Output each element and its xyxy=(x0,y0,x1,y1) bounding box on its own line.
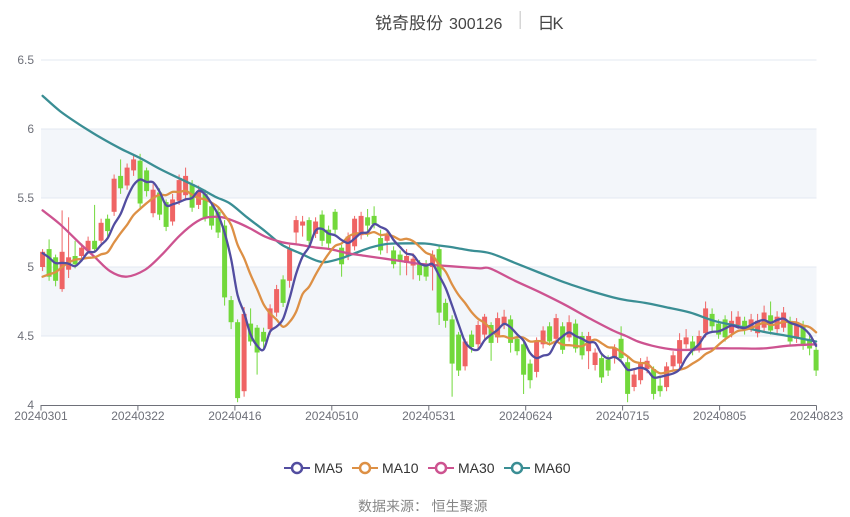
svg-text:5.5: 5.5 xyxy=(17,191,34,205)
svg-text:4.5: 4.5 xyxy=(17,329,34,343)
svg-text:20240510: 20240510 xyxy=(305,409,359,423)
svg-text:6.5: 6.5 xyxy=(17,53,34,67)
svg-text:4: 4 xyxy=(27,398,34,412)
svg-text:MA60: MA60 xyxy=(534,460,571,476)
svg-text:20240531: 20240531 xyxy=(402,409,456,423)
svg-text:20240322: 20240322 xyxy=(111,409,165,423)
svg-text:20240823: 20240823 xyxy=(790,409,844,423)
svg-text:20240301: 20240301 xyxy=(14,409,68,423)
svg-text:K: K xyxy=(553,15,564,33)
svg-text:20240805: 20240805 xyxy=(693,409,747,423)
svg-text:MA5: MA5 xyxy=(314,460,343,476)
svg-text:MA30: MA30 xyxy=(458,460,495,476)
svg-text:5: 5 xyxy=(27,260,34,274)
svg-text:20240715: 20240715 xyxy=(596,409,650,423)
svg-text:20240416: 20240416 xyxy=(208,409,262,423)
svg-text:6: 6 xyxy=(27,122,34,136)
svg-text:MA10: MA10 xyxy=(382,460,419,476)
svg-text:300126: 300126 xyxy=(449,16,502,33)
svg-text:20240624: 20240624 xyxy=(499,409,553,423)
